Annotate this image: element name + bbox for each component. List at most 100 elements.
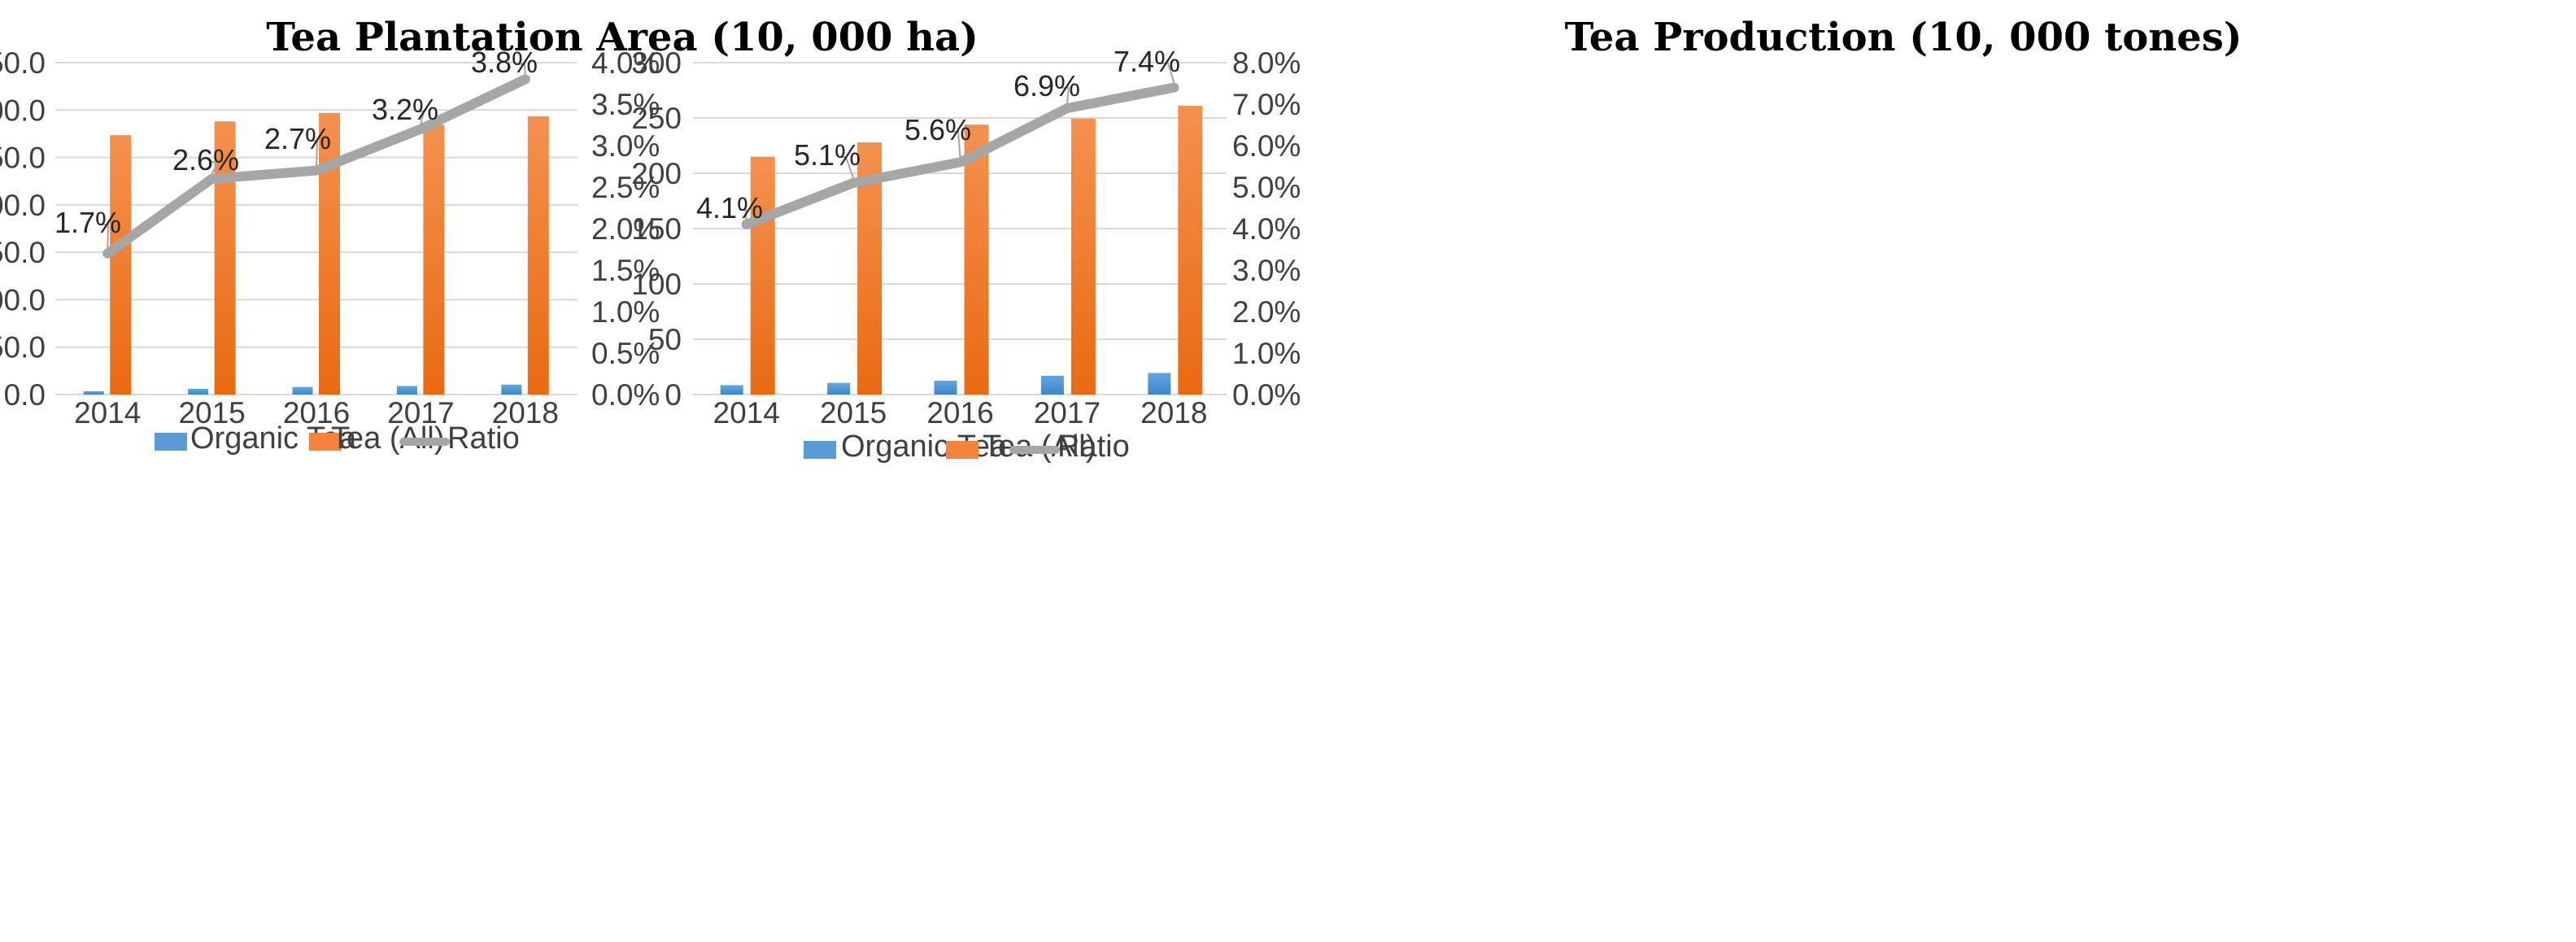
organic-tea-bar (1148, 373, 1171, 395)
label-leader (839, 156, 855, 179)
y-tick-label: 200 (631, 157, 682, 190)
x-tick-label: 2018 (1140, 396, 1207, 430)
tea-all-bar (750, 156, 775, 395)
y-tick-label: 300.0 (0, 94, 46, 127)
gridlines (55, 62, 578, 395)
y2-tick-label: 4.0% (1232, 212, 1301, 246)
ratio-point (102, 248, 113, 259)
y2-tick-label: 8.0% (1232, 46, 1301, 80)
y2-tick-label: 3.0% (591, 129, 660, 163)
ratio-data-label: 3.2% (372, 93, 438, 126)
y2-tick-label: 1.5% (591, 254, 660, 287)
tea-all-bar (1178, 106, 1203, 395)
chart-title: Tea Production (10, 000 tones) (1565, 15, 2243, 60)
y2-tick-label: 7.0% (1232, 88, 1301, 121)
bars (720, 106, 1203, 395)
y-tick-label: 100.0 (0, 283, 46, 316)
tea-all-bar (110, 135, 132, 395)
ratio-point (1061, 103, 1072, 114)
ratio-data-label: 7.4% (1114, 45, 1180, 78)
label-leader (1162, 63, 1175, 83)
organic-tea-bar (1040, 375, 1064, 395)
x-tick-label: 2015 (178, 396, 245, 430)
x-tick-label: 2016 (283, 396, 350, 430)
y-tick-label: 150 (631, 212, 682, 246)
label-leader (518, 63, 526, 75)
y2-tick-label: 0.5% (591, 337, 660, 370)
organic-tea-bar (83, 390, 104, 395)
x-tick-label: 2017 (1034, 396, 1101, 430)
gridlines (693, 62, 1227, 395)
label-leader (102, 224, 110, 249)
organic-tea-bar (292, 386, 313, 395)
y2-tick-label: 0.0% (591, 378, 660, 412)
y2-tick-label: 6.0% (1232, 129, 1301, 163)
tea-all-bar (964, 124, 989, 395)
organic-tea-bar (720, 385, 743, 395)
ratio-data-label: 5.1% (794, 138, 861, 172)
x-tick-label: 2014 (713, 396, 780, 430)
y-tick-label: 250 (631, 102, 682, 135)
tea-all-bar (214, 121, 236, 395)
organic-tea-bar (188, 389, 209, 395)
y2-tick-label: 3.0% (1232, 254, 1301, 287)
x-axis: 2014 2015 2016 2017 2018 (74, 396, 559, 430)
label-leader (952, 131, 961, 158)
label-leader (417, 111, 425, 124)
ratio-point (1169, 82, 1179, 93)
organic-tea-bar (396, 386, 417, 395)
ratio-point (312, 165, 321, 176)
legend-swatch-organic (804, 441, 836, 459)
ratio-point (520, 74, 530, 85)
ratio-data-label: 5.6% (904, 113, 971, 146)
plantation-area-chart: Tea Plantation Area (10, 000 ha) 0.0 50.0… (0, 15, 979, 456)
y-tick-label: 300 (631, 46, 682, 80)
x-tick-label: 2016 (926, 396, 993, 430)
ratio-data-labels: 1.7% 2.6% 2.7% 3.2% 3.8% (54, 46, 538, 249)
ratio-data-label: 3.8% (471, 46, 538, 79)
legend-swatch-tea (309, 433, 342, 451)
production-chart: Tea Production (10, 000 tones) 0 50 100 150… (631, 15, 2242, 464)
ratio-point (848, 177, 859, 188)
legend-label-ratio: Ratio (1057, 430, 1130, 464)
legend-swatch-tea (946, 441, 979, 459)
y-axis-left: 0.0 50.0 100.0 150.0 200.0 250.0 300.0 350.0 (0, 46, 46, 412)
y-axis-right: 0.0% 1.0% 2.0% 3.0% 4.0% 5.0% 6.0% 7.0% 8.0% (1232, 46, 1301, 412)
ratio-data-label: 6.9% (1013, 69, 1080, 102)
y-axis-left: 0 50 100 150 200 250 300 (631, 46, 682, 412)
ratio-line (741, 82, 1179, 229)
ratio-point (416, 124, 426, 134)
label-leader (311, 140, 319, 166)
y2-tick-label: 2.0% (591, 212, 660, 246)
y-tick-label: 150.0 (0, 236, 46, 269)
y-tick-label: 0 (665, 378, 682, 412)
y-tick-label: 250.0 (0, 142, 46, 175)
y-tick-label: 200.0 (0, 189, 46, 222)
x-tick-label: 2018 (492, 396, 559, 430)
ratio-data-label: 4.1% (696, 191, 763, 225)
ratio-data-label: 1.7% (54, 206, 121, 239)
bars (83, 112, 549, 395)
label-leader (739, 209, 748, 220)
organic-tea-bar (501, 384, 522, 395)
y-tick-label: 0.0 (4, 378, 46, 412)
y-tick-label: 50.0 (0, 331, 46, 364)
ratio-line (102, 74, 530, 259)
y-tick-label: 350.0 (0, 46, 46, 80)
y2-tick-label: 1.0% (591, 295, 660, 329)
y2-tick-label: 0.0% (1232, 378, 1301, 412)
ratio-point (955, 157, 965, 168)
organic-tea-bar (934, 381, 957, 395)
chart-title: Tea Plantation Area (10, 000 ha) (266, 15, 979, 60)
y2-tick-label: 2.5% (591, 171, 660, 204)
ratio-data-label: 2.7% (264, 122, 331, 155)
x-tick-label: 2014 (74, 396, 141, 430)
y2-tick-label: 2.0% (1232, 295, 1301, 329)
organic-tea-bar (827, 382, 851, 395)
ratio-data-labels: 4.1% 5.1% 5.6% 6.9% 7.4% (696, 45, 1180, 225)
y2-tick-label: 5.0% (1232, 171, 1301, 204)
ratio-point (207, 173, 217, 184)
